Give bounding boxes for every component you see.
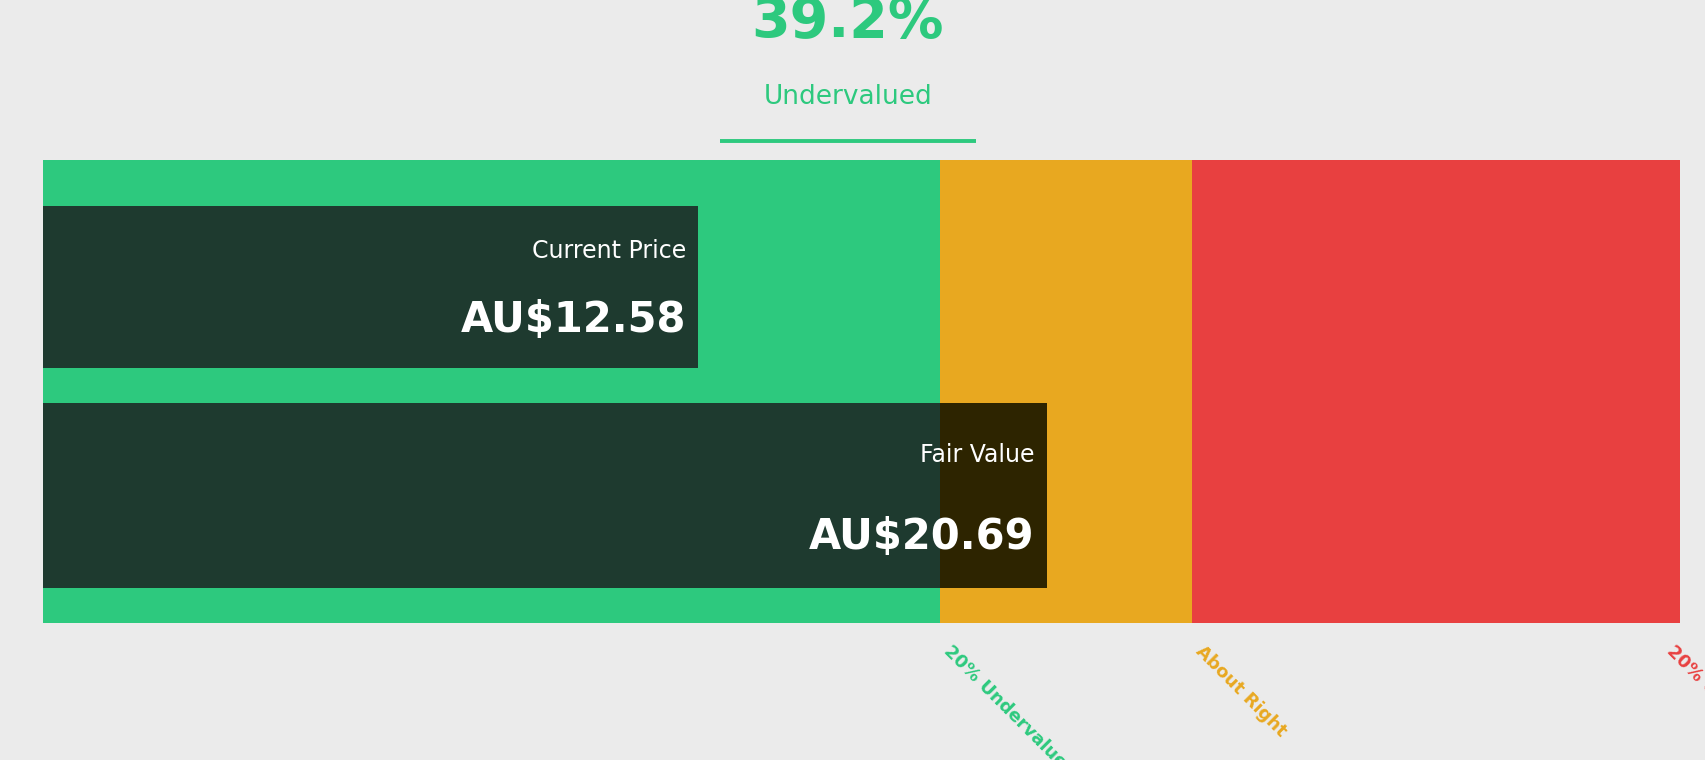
- Bar: [939, 403, 1045, 588]
- Text: About Right: About Right: [1192, 642, 1289, 740]
- Text: Fair Value: Fair Value: [919, 443, 1033, 467]
- Text: 20% Undervalued: 20% Undervalued: [939, 642, 1078, 760]
- Text: AU$12.58: AU$12.58: [460, 299, 685, 340]
- Text: 39.2%: 39.2%: [752, 0, 943, 49]
- Bar: [43, 403, 1045, 588]
- Bar: [939, 160, 1192, 623]
- Bar: [1192, 160, 1679, 623]
- Text: 20% Overvalued: 20% Overvalued: [1662, 642, 1705, 760]
- Text: AU$20.69: AU$20.69: [808, 515, 1033, 558]
- Text: Undervalued: Undervalued: [764, 84, 931, 110]
- Bar: [43, 160, 939, 623]
- Text: Current Price: Current Price: [532, 239, 685, 264]
- Bar: [43, 206, 697, 368]
